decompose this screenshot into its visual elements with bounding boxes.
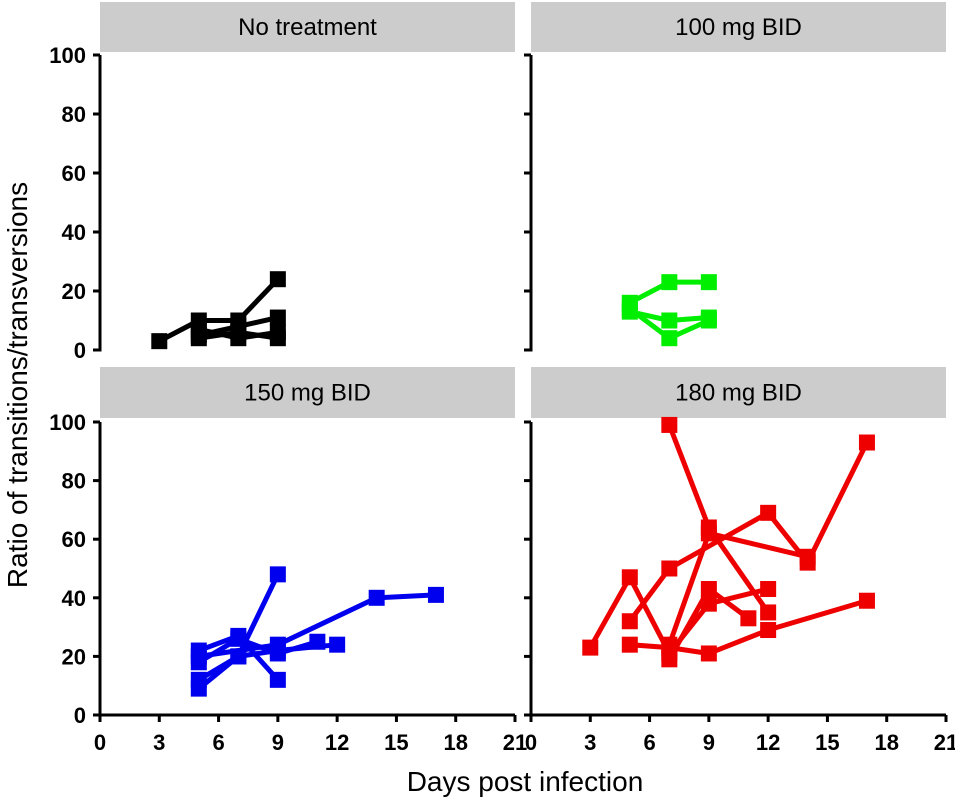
facet-title: No treatment: [238, 14, 377, 41]
facet-panel-1: No treatment 0 20 40 60 80 100: [49, 2, 515, 363]
x-tick-label: 21: [503, 730, 527, 755]
data-point: [700, 312, 717, 329]
data-point: [329, 636, 346, 653]
series-3: [621, 434, 875, 630]
y-tick-label: 40: [62, 586, 86, 611]
y-tick-label: 60: [62, 161, 86, 186]
x-tick-label: 0: [525, 730, 537, 755]
x-tick-label: 18: [874, 730, 898, 755]
y-tick-label: 0: [74, 703, 86, 728]
data-point: [269, 566, 286, 583]
series-6: [661, 525, 816, 653]
data-point: [190, 680, 207, 697]
data-point: [760, 504, 777, 521]
data-point: [621, 569, 638, 586]
data-point: [621, 636, 638, 653]
data-point: [661, 651, 678, 668]
data-point: [740, 610, 757, 627]
data-point: [661, 274, 678, 291]
facet-title: 100 mg BID: [675, 14, 802, 41]
y-tick-label: 80: [62, 102, 86, 127]
series-line: [198, 592, 437, 659]
y-tick-label: 60: [62, 527, 86, 552]
data-point: [230, 630, 247, 647]
x-tick-label: 15: [384, 730, 408, 755]
data-point: [269, 636, 286, 653]
series-4: [190, 630, 326, 671]
data-point: [368, 589, 385, 606]
data-point: [661, 312, 678, 329]
data-point: [190, 330, 207, 347]
x-tick-label: 0: [94, 730, 106, 755]
x-tick-label: 9: [703, 730, 715, 755]
series-2: [621, 592, 875, 662]
data-point: [700, 274, 717, 291]
y-tick-label: 40: [62, 220, 86, 245]
y-tick-label: 20: [62, 279, 86, 304]
x-tick-label: 12: [756, 730, 780, 755]
x-tick-label: 12: [325, 730, 349, 755]
data-point: [858, 434, 875, 451]
facet-strip: [531, 367, 946, 418]
x-tick-label: 3: [584, 730, 596, 755]
data-point: [760, 604, 777, 621]
data-point: [269, 309, 286, 326]
facet-panel-3: 150 mg BID 0 20 40 60 80 100 0 3 6 9 12 15 18 21: [49, 367, 527, 755]
facet-strip: [100, 2, 515, 52]
x-tick-label: 6: [212, 730, 224, 755]
facet-title: 180 mg BID: [675, 380, 802, 407]
series-4: [190, 324, 286, 347]
x-tick-label: 3: [153, 730, 165, 755]
facet-strip: [100, 367, 515, 418]
facet-panel-4: 180 mg BID 0 3 6 9 12 15 18 21: [524, 367, 955, 755]
x-tick-label: 18: [443, 730, 467, 755]
facet-panel-2: 100 mg BID: [524, 2, 946, 352]
data-point: [661, 416, 678, 433]
data-point: [269, 671, 286, 688]
facet-title: 150 mg BID: [244, 380, 371, 407]
x-tick-label: 15: [815, 730, 839, 755]
y-tick-label: 0: [74, 338, 86, 363]
data-point: [269, 271, 286, 288]
data-point: [582, 639, 599, 656]
data-point: [661, 560, 678, 577]
y-tick-label: 20: [62, 644, 86, 669]
data-point: [427, 586, 444, 603]
y-tick-label: 100: [49, 43, 86, 68]
x-tick-label: 9: [272, 730, 284, 755]
data-point: [661, 330, 678, 347]
x-tick-label: 6: [643, 730, 655, 755]
facet-strip: [531, 2, 946, 52]
y-tick-label: 100: [49, 410, 86, 435]
data-point: [760, 622, 777, 639]
data-point: [799, 548, 816, 565]
data-point: [230, 324, 247, 341]
y-tick-label: 80: [62, 469, 86, 494]
series-5: [661, 581, 757, 668]
series-3: [621, 300, 717, 347]
data-point: [661, 636, 678, 653]
data-point: [309, 633, 326, 650]
data-point: [700, 581, 717, 598]
series-5: [190, 586, 444, 665]
data-point: [858, 592, 875, 609]
data-point: [621, 613, 638, 630]
x-axis-title: Days post infection: [407, 766, 644, 797]
data-point: [621, 300, 638, 317]
x-tick-label: 21: [934, 730, 955, 755]
data-point: [760, 581, 777, 598]
y-axis-title: Ratio of transitions/transversions: [2, 182, 33, 588]
series-line: [158, 277, 280, 344]
series-line: [197, 642, 338, 691]
data-point: [190, 648, 207, 665]
data-point: [700, 525, 717, 542]
data-point: [700, 645, 717, 662]
data-point: [151, 333, 168, 350]
data-point: [269, 330, 286, 347]
